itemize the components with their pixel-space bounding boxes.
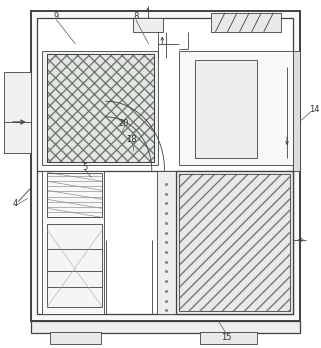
Bar (179, 174, 290, 311)
Bar (47, 54, 154, 162)
Bar (47, 173, 102, 218)
Text: 15: 15 (221, 333, 232, 342)
Bar (200, 332, 257, 344)
Bar (157, 171, 176, 314)
Text: 14: 14 (309, 105, 319, 114)
Bar (47, 54, 154, 162)
Text: 5: 5 (82, 163, 88, 172)
Bar (176, 171, 293, 314)
Text: 20: 20 (118, 119, 128, 128)
Bar (47, 54, 154, 162)
Bar (293, 51, 300, 171)
Bar (195, 60, 257, 158)
Text: 4: 4 (13, 199, 18, 208)
Bar (42, 51, 158, 165)
Bar (47, 224, 102, 307)
Bar (179, 174, 290, 311)
Text: 8: 8 (133, 12, 139, 21)
Bar (211, 13, 281, 32)
Text: 18: 18 (126, 135, 136, 144)
Bar (133, 18, 163, 32)
Bar (31, 321, 300, 333)
Text: 9: 9 (54, 12, 59, 21)
Bar (50, 332, 101, 344)
Bar (42, 171, 104, 314)
Bar (37, 18, 293, 314)
Bar (179, 51, 293, 165)
Bar (4, 72, 31, 153)
Bar (31, 11, 300, 321)
